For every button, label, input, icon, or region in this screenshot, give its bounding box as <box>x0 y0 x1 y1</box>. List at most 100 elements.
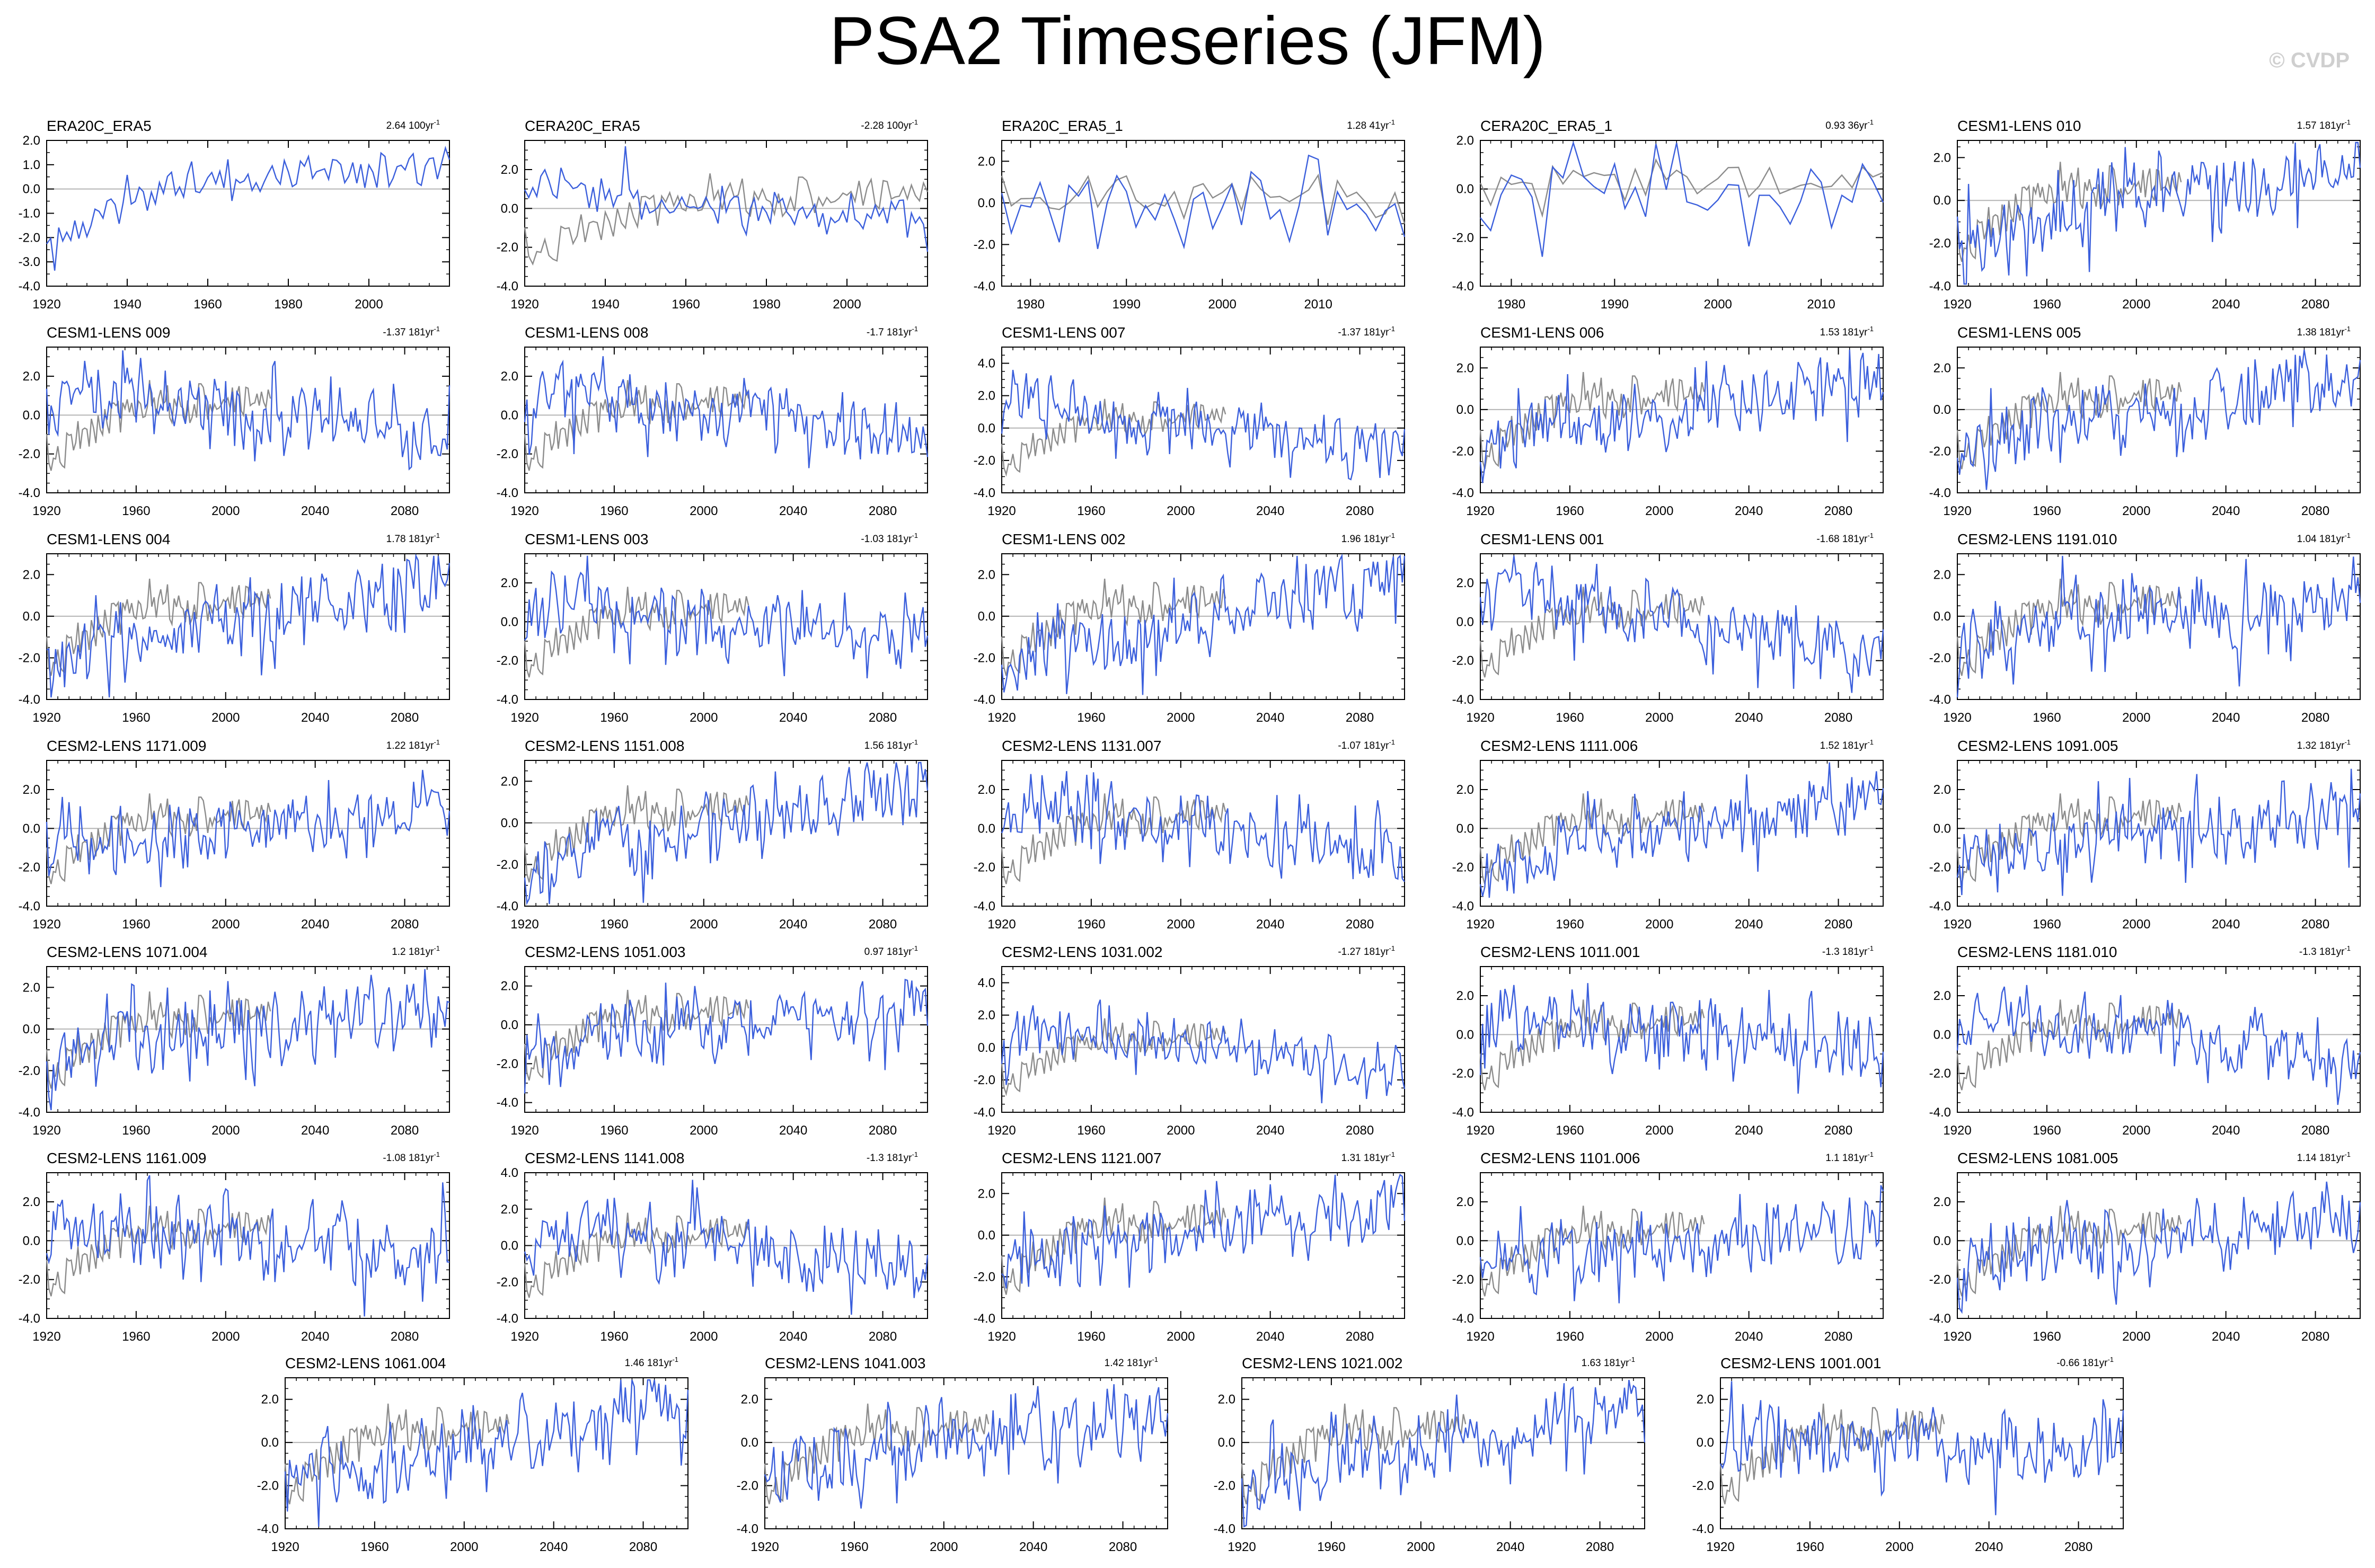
panel: 1920 1960 2000 2040 2080 -4.0 -2.0 0.0 2.0 CESM2-… <box>1452 944 1884 1138</box>
panel-trend: -1.37 181yr-1 <box>383 325 440 338</box>
plot-frame <box>1001 140 1405 287</box>
panel-title: CESM2-LENS 1061.004 <box>285 1355 446 1371</box>
x-tick-label: 1920 <box>987 1330 1016 1344</box>
y-tick-label: 2.0 <box>978 154 995 169</box>
x-tick-label: 1960 <box>1077 1330 1105 1344</box>
obs-series-line <box>1479 587 1705 678</box>
panel-trend: -0.66 181yr-1 <box>2056 1356 2114 1369</box>
x-tick-label: 1960 <box>1077 917 1105 932</box>
y-tick-label: 0.0 <box>501 615 518 629</box>
x-tick-label: 2040 <box>301 504 329 518</box>
model-series-line <box>46 553 451 698</box>
y-tick-label: 2.0 <box>1456 361 1474 375</box>
y-tick-label: -2.0 <box>497 857 518 872</box>
model-series-line <box>1001 369 1406 481</box>
x-tick-label: 1920 <box>1466 1330 1494 1344</box>
y-tick-label: -4.0 <box>1452 486 1474 500</box>
panel-trend: 1.14 181yr-1 <box>2297 1150 2351 1164</box>
y-tick-label: 0.0 <box>1456 182 1474 197</box>
x-tick-label: 2080 <box>1346 711 1374 725</box>
x-tick-label: 1960 <box>1077 1123 1105 1138</box>
y-tick-label: 2.0 <box>501 774 518 789</box>
y-tick-label: -2.0 <box>974 1270 995 1284</box>
panel-title: CESM2-LENS 1161.009 <box>47 1150 206 1166</box>
x-tick-label: 1920 <box>510 1123 538 1138</box>
y-tick-label: -4.0 <box>497 1312 518 1326</box>
x-tick-label: 2040 <box>301 1123 329 1138</box>
y-tick-label: 2.0 <box>23 568 40 582</box>
y-tick-label: 2.0 <box>1456 134 1474 148</box>
panel-title: CESM1-LENS 004 <box>47 531 170 547</box>
y-tick-label: -4.0 <box>1214 1522 1235 1536</box>
panel: 1920 1960 2000 2040 2080 -4.0 -2.0 0.0 2.0 CESM1-… <box>497 531 929 725</box>
y-tick-label: 2.0 <box>1456 783 1474 797</box>
y-tick-label: -2.0 <box>737 1479 758 1493</box>
panel-trend: 1.22 181yr-1 <box>386 738 440 751</box>
x-tick-label: 2040 <box>1735 1123 1763 1138</box>
panel-trend: 1.78 181yr-1 <box>386 531 440 545</box>
x-tick-label: 2000 <box>1167 917 1195 932</box>
y-tick-label: -2.0 <box>1692 1479 1714 1493</box>
obs-series-line <box>284 1403 510 1504</box>
model-series-line <box>1956 985 2361 1105</box>
x-tick-label: 1990 <box>1601 297 1629 312</box>
x-tick-label: 2080 <box>391 1123 419 1138</box>
x-tick-label: 2080 <box>1346 504 1374 518</box>
x-tick-label: 1960 <box>600 1123 628 1138</box>
model-series-line <box>1956 768 2361 896</box>
x-tick-label: 2000 <box>211 1123 240 1138</box>
plot-frame <box>1001 347 1405 493</box>
model-series-line <box>46 969 450 1111</box>
panel-title: CESM1-LENS 006 <box>1480 324 1604 341</box>
y-tick-label: -4.0 <box>1929 1312 1951 1326</box>
y-tick-label: 2.0 <box>23 369 40 384</box>
x-tick-label: 1920 <box>510 297 538 312</box>
x-tick-label: 1920 <box>32 504 60 518</box>
y-tick-label: -4.0 <box>19 279 40 294</box>
x-tick-label: 1960 <box>600 711 628 725</box>
y-tick-label: -2.0 <box>1214 1479 1235 1493</box>
x-tick-label: 2040 <box>1256 1123 1284 1138</box>
x-tick-label: 2000 <box>211 917 240 932</box>
y-tick-label: 2.0 <box>1933 989 1951 1003</box>
model-series-line <box>1479 555 1884 693</box>
panel: 1920 1960 2000 2040 2080 -4.0 -2.0 0.0 2.0 CESM1-… <box>19 531 451 725</box>
obs-series-line <box>46 991 271 1089</box>
y-tick-label: 0.0 <box>1933 193 1951 208</box>
x-tick-label: 2000 <box>930 1540 958 1554</box>
panel: 1920 1960 2000 2040 2080 -4.0 -2.0 0.0 2.0 CESM2-… <box>497 944 929 1138</box>
y-tick-label: -2.0 <box>19 1273 40 1287</box>
y-tick-label: 2.0 <box>978 1008 995 1023</box>
y-tick-label: 0.0 <box>23 609 40 624</box>
panel-title: ERA20C_ERA5 <box>47 118 152 134</box>
panel-title: CESM1-LENS 001 <box>1480 531 1604 547</box>
y-tick-label: -2.0 <box>19 651 40 665</box>
x-tick-label: 2000 <box>2122 1330 2150 1344</box>
x-tick-label: 1920 <box>1943 1330 1971 1344</box>
y-tick-label: 2.0 <box>1933 568 1951 582</box>
y-tick-label: -4.0 <box>257 1522 279 1536</box>
panel: 1920 1960 2000 2040 2080 -4.0 -2.0 0.0 2.0 CESM2-… <box>1929 944 2361 1138</box>
x-tick-label: 1960 <box>193 297 222 312</box>
x-tick-label: 2000 <box>2122 917 2150 932</box>
y-tick-label: -4.0 <box>19 899 40 914</box>
model-series-line <box>1480 140 1884 257</box>
panel-trend: 2.64 100yr-1 <box>386 118 440 131</box>
x-tick-label: 2080 <box>391 917 419 932</box>
y-tick-label: -4.0 <box>1452 1105 1474 1120</box>
x-tick-label: 2080 <box>1346 1330 1374 1344</box>
y-tick-label: 0.0 <box>978 1228 995 1243</box>
panel-title: CESM2-LENS 1001.001 <box>1720 1355 1882 1371</box>
panel-title: CESM2-LENS 1191.010 <box>1957 531 2117 547</box>
x-tick-label: 1960 <box>122 917 150 932</box>
x-tick-label: 2040 <box>1735 504 1763 518</box>
obs-series-line <box>46 793 271 884</box>
x-tick-label: 1960 <box>600 1330 628 1344</box>
x-tick-label: 2000 <box>690 917 718 932</box>
model-series-line <box>1956 555 2361 698</box>
panel-trend: 1.52 181yr-1 <box>1820 738 1874 751</box>
plot-frame <box>46 140 450 287</box>
x-tick-label: 2040 <box>2212 1330 2240 1344</box>
panel-trend: 1.57 181yr-1 <box>2297 118 2351 131</box>
y-tick-label: 2.0 <box>978 783 995 797</box>
